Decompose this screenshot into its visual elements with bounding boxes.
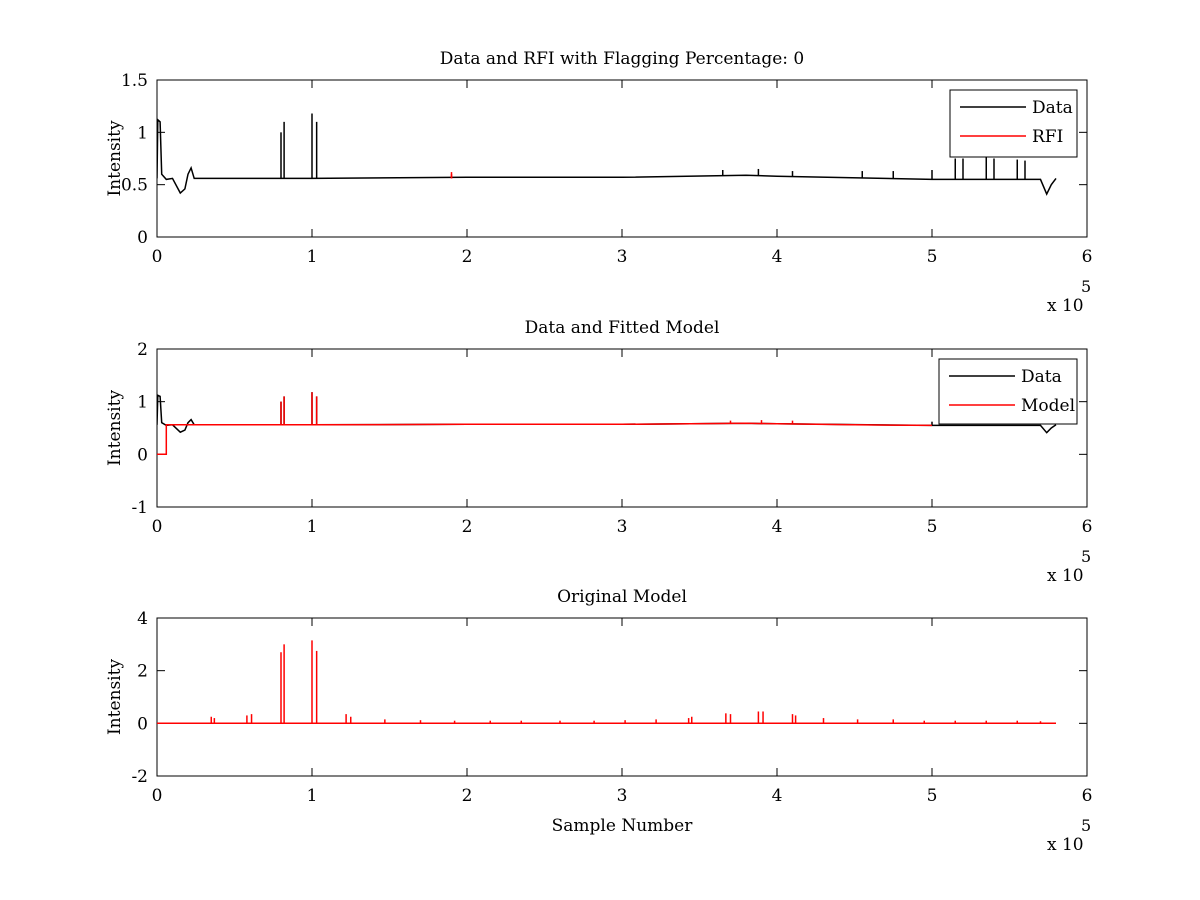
x-tick-label: 6: [1082, 517, 1093, 537]
y-tick-label: -1: [131, 498, 148, 518]
x-tick-label: 5: [927, 517, 938, 537]
x-tick-label: 0: [152, 786, 163, 806]
x-multiplier-label: x 10: [1047, 566, 1084, 586]
axes-frame: [156, 79, 1088, 238]
charts: 0 1 2 3 4 5 6 0 0.5 1 1.5 Data and RFI with Flaggin…: [105, 49, 1092, 855]
legend-box: [938, 358, 1078, 425]
y-tick-label: 2: [137, 662, 148, 682]
chart-title: Data and RFI with Flagging Percentage: 0: [440, 49, 804, 69]
y-tick-label: -2: [131, 767, 148, 787]
y-tick-label: 4: [137, 609, 148, 629]
legend-label: Data: [1021, 367, 1062, 387]
x-tick-label: 4: [772, 247, 783, 267]
x-tick-label: 5: [927, 247, 938, 267]
y-tick-label: 2: [137, 340, 148, 360]
x-tick-label: 3: [617, 247, 628, 267]
x-tick-label: 6: [1082, 247, 1093, 267]
y-tick-label: 0: [137, 714, 148, 734]
legend-box: [949, 89, 1078, 158]
subplot-rfi: 0 1 2 3 4 5 6 0 0.5 1 1.5 Data and RFI with Flaggin…: [105, 49, 1092, 316]
y-axis-label: Intensity: [105, 120, 125, 196]
y-axis-label: Intensity: [105, 390, 125, 466]
y-tick-label: 0: [137, 445, 148, 465]
x-tick-label: 3: [617, 786, 628, 806]
axes-frame: [156, 348, 1088, 508]
y-axis-label: Intensity: [105, 659, 125, 735]
y-tick-label: 1: [137, 393, 148, 413]
y-tick-label: 0.5: [121, 176, 148, 196]
chart-title: Original Model: [557, 587, 687, 607]
x-tick-label: 3: [617, 517, 628, 537]
x-tick-label: 2: [462, 517, 473, 537]
legend-label: Model: [1021, 396, 1075, 416]
x-tick-label: 5: [927, 786, 938, 806]
chart-title: Data and Fitted Model: [525, 318, 720, 338]
x-tick-label: 2: [462, 786, 473, 806]
x-multiplier-exponent: 5: [1081, 547, 1091, 566]
x-tick-label: 1: [307, 517, 318, 537]
x-multiplier-exponent: 5: [1081, 816, 1091, 835]
x-tick-label: 0: [152, 517, 163, 537]
plot-area: [157, 113, 1057, 196]
legend: Data RFI: [949, 89, 1078, 158]
y-tick-label: 1: [137, 123, 148, 143]
x-tick-label: 0: [152, 247, 163, 267]
x-tick-label: 1: [307, 786, 318, 806]
y-tick-label: 1.5: [121, 71, 148, 91]
x-multiplier-label: x 10: [1047, 296, 1084, 316]
legend-label: Data: [1032, 98, 1073, 118]
x-tick-label: 6: [1082, 786, 1093, 806]
x-tick-label: 4: [772, 786, 783, 806]
x-tick-label: 2: [462, 247, 473, 267]
series-line-model: [157, 422, 933, 456]
x-multiplier-exponent: 5: [1081, 277, 1091, 296]
x-multiplier-label: x 10: [1047, 835, 1084, 855]
axes-frame: [156, 617, 1088, 777]
x-tick-label: 4: [772, 517, 783, 537]
x-tick-label: 1: [307, 247, 318, 267]
y-tick-label: 0: [137, 228, 148, 248]
series-line-data: [157, 118, 1057, 196]
x-axis-label: Sample Number: [552, 816, 694, 836]
legend-label: RFI: [1032, 127, 1063, 147]
plot-area: [157, 640, 1056, 725]
legend: Data Model: [938, 358, 1078, 425]
plot-area: [157, 392, 1057, 456]
